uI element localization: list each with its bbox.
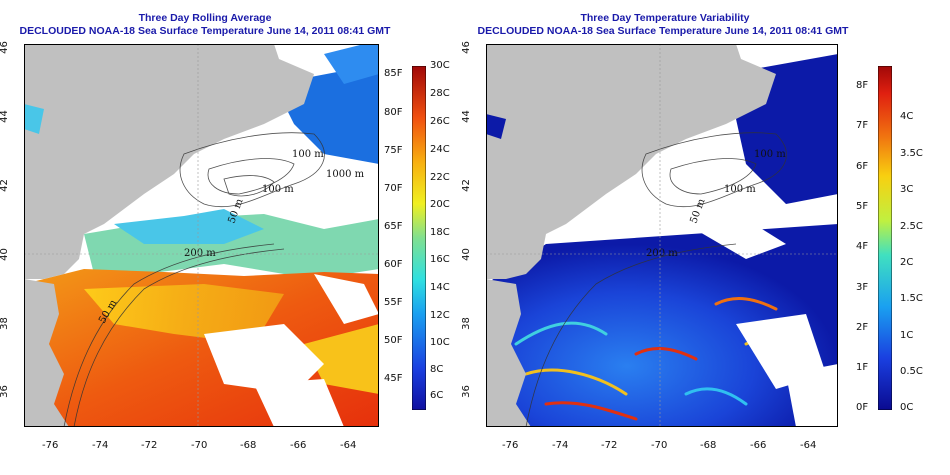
cb-tick-c: 1.5C: [900, 293, 923, 304]
contour-label: 200 m: [646, 248, 678, 259]
x-tick: -68: [240, 440, 257, 451]
cb-tick-c: 6C: [430, 390, 444, 401]
cb-tick-f: 5F: [856, 201, 869, 212]
right-subtitle: DECLOUDED NOAA-18 Sea Surface Temperatur…: [477, 25, 849, 37]
y-tick: 38: [0, 317, 10, 330]
contour-label: 100 m: [262, 184, 294, 195]
cb-tick-f: 0F: [856, 402, 869, 413]
y-tick: 44: [0, 110, 10, 123]
x-tick: -72: [141, 440, 158, 451]
cb-tick-c: 24C: [430, 144, 450, 155]
y-tick: 46: [0, 41, 10, 54]
right-map: 100 m 100 m 50 m 200 m: [486, 44, 838, 427]
cb-tick-c: 12C: [430, 310, 450, 321]
cb-tick-c: 3.5C: [900, 148, 923, 159]
cb-tick-c: 4C: [900, 111, 914, 122]
x-tick: -74: [92, 440, 109, 451]
cb-tick-f: 8F: [856, 80, 869, 91]
contour-label: 100 m: [292, 149, 324, 160]
cb-tick-f: 7F: [856, 120, 869, 131]
y-tick: 42: [0, 179, 10, 192]
contour-label: 200 m: [184, 248, 216, 259]
cb-tick-f: 85F: [384, 68, 403, 79]
x-tick: -66: [750, 440, 767, 451]
cb-tick-f: 45F: [384, 373, 403, 384]
cb-tick-c: 2C: [900, 257, 914, 268]
cb-tick-c: 26C: [430, 116, 450, 127]
cb-tick-f: 60F: [384, 259, 403, 270]
cb-tick-c: 28C: [430, 88, 450, 99]
y-tick: 40: [460, 248, 472, 261]
cb-tick-f: 6F: [856, 161, 869, 172]
cb-tick-f: 3F: [856, 282, 869, 293]
cb-tick-c: 0C: [900, 402, 914, 413]
cb-tick-f: 70F: [384, 183, 403, 194]
x-tick: -66: [290, 440, 307, 451]
cb-tick-c: 22C: [430, 172, 450, 183]
cb-tick-c: 10C: [430, 337, 450, 348]
y-tick: 36: [460, 385, 472, 398]
cb-tick-c: 8C: [430, 364, 444, 375]
x-tick: -74: [552, 440, 569, 451]
y-tick: 38: [460, 317, 472, 330]
cb-tick-f: 55F: [384, 297, 403, 308]
left-colorbar: [412, 66, 426, 410]
cb-tick-f: 50F: [384, 335, 403, 346]
cb-tick-f: 1F: [856, 362, 869, 373]
cb-tick-c: 30C: [430, 60, 450, 71]
x-tick: -64: [800, 440, 817, 451]
y-tick: 44: [460, 110, 472, 123]
right-colorbar: [878, 66, 892, 410]
x-tick: -70: [191, 440, 208, 451]
cb-tick-c: 16C: [430, 254, 450, 265]
x-tick: -68: [700, 440, 717, 451]
cb-tick-c: 0.5C: [900, 366, 923, 377]
x-tick: -70: [651, 440, 668, 451]
x-tick: -64: [340, 440, 357, 451]
contour-label: 1000 m: [326, 169, 365, 180]
cb-tick-f: 80F: [384, 107, 403, 118]
cb-tick-c: 14C: [430, 282, 450, 293]
cb-tick-f: 2F: [856, 322, 869, 333]
cb-tick-c: 20C: [430, 199, 450, 210]
cb-tick-f: 65F: [384, 221, 403, 232]
cb-tick-f: 4F: [856, 241, 869, 252]
left-subtitle: DECLOUDED NOAA-18 Sea Surface Temperatur…: [19, 25, 391, 37]
y-tick: 46: [460, 41, 472, 54]
cb-tick-c: 3C: [900, 184, 914, 195]
cb-tick-c: 2.5C: [900, 221, 923, 232]
y-tick: 36: [0, 385, 10, 398]
x-tick: -76: [502, 440, 519, 451]
cb-tick-c: 18C: [430, 227, 450, 238]
y-tick: 42: [460, 179, 472, 192]
left-title: Three Day Rolling Average: [138, 12, 272, 24]
contour-label: 100 m: [724, 184, 756, 195]
cb-tick-f: 75F: [384, 145, 403, 156]
x-tick: -72: [601, 440, 618, 451]
cb-tick-c: 1C: [900, 330, 914, 341]
right-title: Three Day Temperature Variability: [580, 12, 750, 24]
y-tick: 40: [0, 248, 10, 261]
left-map: 100 m 100 m 1000 m 50 m 200 m 50 m: [24, 44, 379, 427]
contour-label: 100 m: [754, 149, 786, 160]
x-tick: -76: [42, 440, 59, 451]
